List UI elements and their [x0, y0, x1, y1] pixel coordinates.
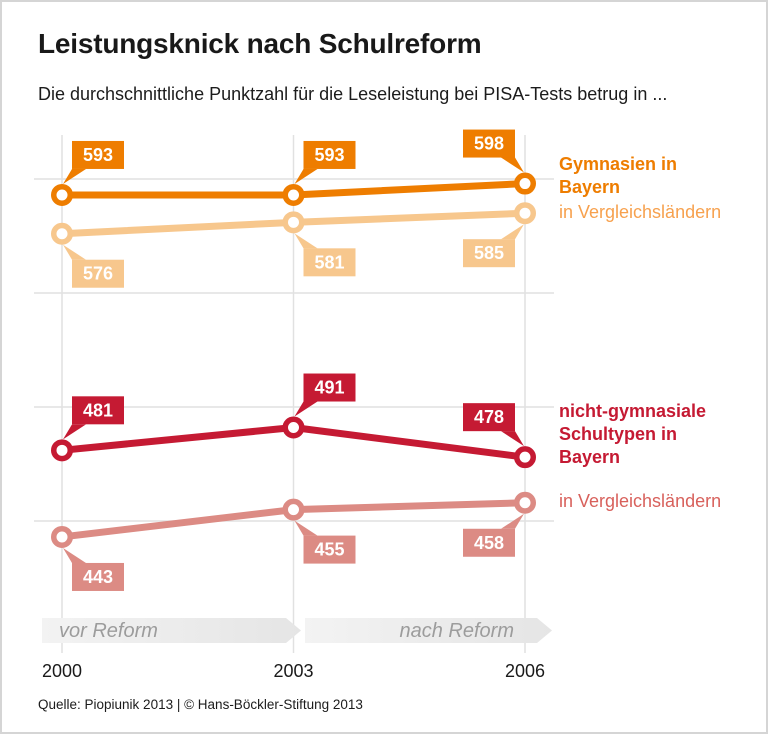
- phase-arrow: [42, 618, 301, 643]
- data-label-value: 581: [314, 252, 344, 272]
- data-label-tail: [294, 401, 318, 417]
- data-label-tag: [303, 248, 356, 277]
- data-point-marker: [51, 439, 73, 462]
- legend-nicht-gymnasial-vergleichslaender: in Vergleichsländern: [559, 491, 722, 511]
- data-label-tag: [72, 140, 124, 169]
- data-label-tail: [501, 431, 524, 447]
- chart-subtitle: Die durchschnittliche Punktzahl für die …: [38, 84, 668, 104]
- data-label-tail: [294, 233, 318, 249]
- legend-nicht-gymnasial-bayern: nicht-gymnasiale Schultypen in Bayern: [559, 401, 707, 467]
- data-label-tag: [303, 373, 356, 402]
- data-point-marker: [514, 491, 536, 514]
- data-label-value: 478: [474, 407, 504, 427]
- data-label-tag: [463, 528, 515, 557]
- x-axis-label: 2000: [42, 661, 82, 681]
- data-label-tail: [294, 520, 318, 536]
- data-label-tag: [303, 535, 356, 564]
- data-label-tag: [72, 259, 124, 288]
- data-point-marker: [514, 202, 536, 225]
- data-label-tail: [501, 224, 524, 240]
- x-axis-label: 2003: [273, 661, 313, 681]
- data-label-tail: [63, 168, 86, 184]
- data-label-tail: [63, 244, 86, 260]
- chart-title: Leistungsknick nach Schulreform: [38, 28, 482, 59]
- phase-label: nach Reform: [400, 620, 515, 642]
- data-label-tail: [501, 513, 524, 529]
- data-point-marker: [282, 183, 305, 206]
- data-label-tail: [294, 168, 318, 184]
- data-label-tail: [501, 157, 524, 173]
- data-point-marker: [514, 172, 536, 195]
- data-label-tag: [303, 140, 356, 169]
- data-label-value: 481: [83, 400, 113, 420]
- data-label-value: 443: [83, 567, 113, 587]
- data-label-value: 593: [83, 145, 113, 165]
- data-label-value: 455: [314, 540, 344, 560]
- data-label-tail: [63, 424, 86, 440]
- data-label-value: 576: [83, 264, 113, 284]
- data-label-tail: [63, 547, 86, 563]
- source-note: Quelle: Piopiunik 2013 | © Hans-Böckler-…: [38, 697, 363, 712]
- data-label-value: 491: [314, 378, 344, 398]
- data-label-tag: [463, 239, 515, 268]
- data-point-marker: [282, 498, 305, 521]
- data-label-value: 458: [474, 533, 504, 553]
- data-label-value: 598: [474, 134, 504, 154]
- legend-gymnasien-vergleichslaender: in Vergleichsländern: [559, 202, 722, 222]
- data-point-marker: [51, 183, 73, 206]
- phase-label: vor Reform: [59, 620, 158, 642]
- data-label-value: 585: [474, 243, 504, 263]
- data-label-tag: [463, 403, 515, 432]
- data-point-marker: [282, 211, 305, 234]
- x-axis-label: 2006: [505, 661, 545, 681]
- data-point-marker: [51, 222, 73, 245]
- data-label-tag: [72, 562, 124, 591]
- data-point-marker: [514, 446, 536, 469]
- data-point-marker: [282, 416, 305, 439]
- phase-arrow: [305, 618, 552, 643]
- data-label-tag: [72, 396, 124, 425]
- data-label-tag: [463, 129, 515, 158]
- legend-gymnasien-bayern: Gymnasien in Bayern: [559, 154, 678, 197]
- data-label-value: 593: [314, 145, 344, 165]
- data-point-marker: [51, 525, 73, 548]
